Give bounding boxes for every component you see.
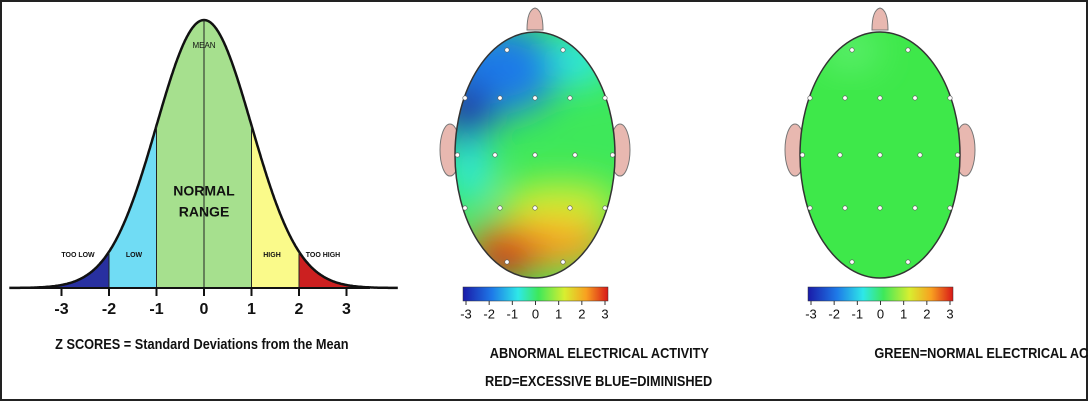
electrode (918, 153, 922, 157)
region-label: TOO HIGH (306, 252, 340, 259)
electrode (948, 206, 952, 210)
region-label: LOW (126, 252, 143, 259)
electrode (955, 153, 959, 157)
electrode (568, 206, 572, 210)
scale-tick-label: -2 (828, 306, 840, 321)
scale-tick-label: -3 (460, 306, 472, 321)
electrode (610, 153, 614, 157)
electrode (850, 48, 854, 52)
electrode (533, 96, 537, 100)
scale-tick-label: -3 (805, 306, 817, 321)
scale-tick-label: 2 (923, 306, 930, 321)
electrode (505, 48, 509, 52)
electrode (498, 206, 502, 210)
electrode (913, 206, 917, 210)
tick-label: 0 (200, 301, 209, 318)
electrode (498, 96, 502, 100)
scale-tick-label: 3 (601, 306, 608, 321)
scale-tick-label: 3 (946, 306, 953, 321)
electrode (455, 153, 459, 157)
electrode (913, 96, 917, 100)
electrode (463, 206, 467, 210)
electrode (878, 153, 882, 157)
caption: RED=EXCESSIVE BLUE=DIMINISHED (485, 372, 712, 389)
bell-curve: -3 -2 -1 0 1 2 3 MEAN NORMAL RANGE TOO LOW LOW HIGH T… (9, 20, 398, 352)
tick-label: -2 (102, 301, 116, 318)
electrode (568, 96, 572, 100)
scale-tick-label: -1 (852, 306, 864, 321)
region-label: TOO LOW (61, 252, 95, 259)
region-label: NORMAL (173, 183, 235, 199)
electrode (573, 153, 577, 157)
scale-tick-label: 2 (578, 306, 585, 321)
electrode (843, 206, 847, 210)
electrode (603, 96, 607, 100)
electrode (838, 153, 842, 157)
scale-tick-label: 0 (877, 306, 884, 321)
region-label: HIGH (263, 252, 281, 259)
scale-tick-label: 1 (555, 306, 562, 321)
electrode (808, 96, 812, 100)
caption: GREEN=NORMAL ELECTRICAL ACTIVITY (874, 344, 1088, 361)
electrode (463, 96, 467, 100)
caption: Z SCORES = Standard Deviations from the … (55, 335, 348, 352)
tick-label: 2 (295, 301, 304, 318)
electrode (808, 206, 812, 210)
electrode (603, 206, 607, 210)
electrode (878, 206, 882, 210)
electrode (533, 206, 537, 210)
peak-label: MEAN (192, 41, 215, 50)
electrode (533, 153, 537, 157)
electrode (878, 96, 882, 100)
electrode (948, 96, 952, 100)
electrode (850, 260, 854, 264)
scale-tick-label: -1 (507, 306, 519, 321)
electrode (906, 260, 910, 264)
tick-label: 3 (342, 301, 351, 318)
electrode (906, 48, 910, 52)
scale-tick-label: -2 (483, 306, 495, 321)
electrode (561, 260, 565, 264)
scale-tick-label: 1 (900, 306, 907, 321)
electrode (493, 153, 497, 157)
caption: ABNORMAL ELECTRICAL ACTIVITY (490, 344, 710, 361)
region-label: RANGE (179, 204, 230, 220)
tick-label: -1 (149, 301, 163, 318)
electrode (843, 96, 847, 100)
electrode (800, 153, 804, 157)
electrode (505, 260, 509, 264)
tick-label: 1 (247, 301, 256, 318)
scale-tick-label: 0 (532, 306, 539, 321)
head-map-abnormal (440, 8, 630, 301)
figure: -3 -2 -1 0 1 2 3 MEAN NORMAL RANGE TOO LOW LOW HIGH T… (0, 0, 1088, 401)
head-map-normal (785, 8, 975, 301)
electrode (561, 48, 565, 52)
tick-label: -3 (54, 301, 68, 318)
